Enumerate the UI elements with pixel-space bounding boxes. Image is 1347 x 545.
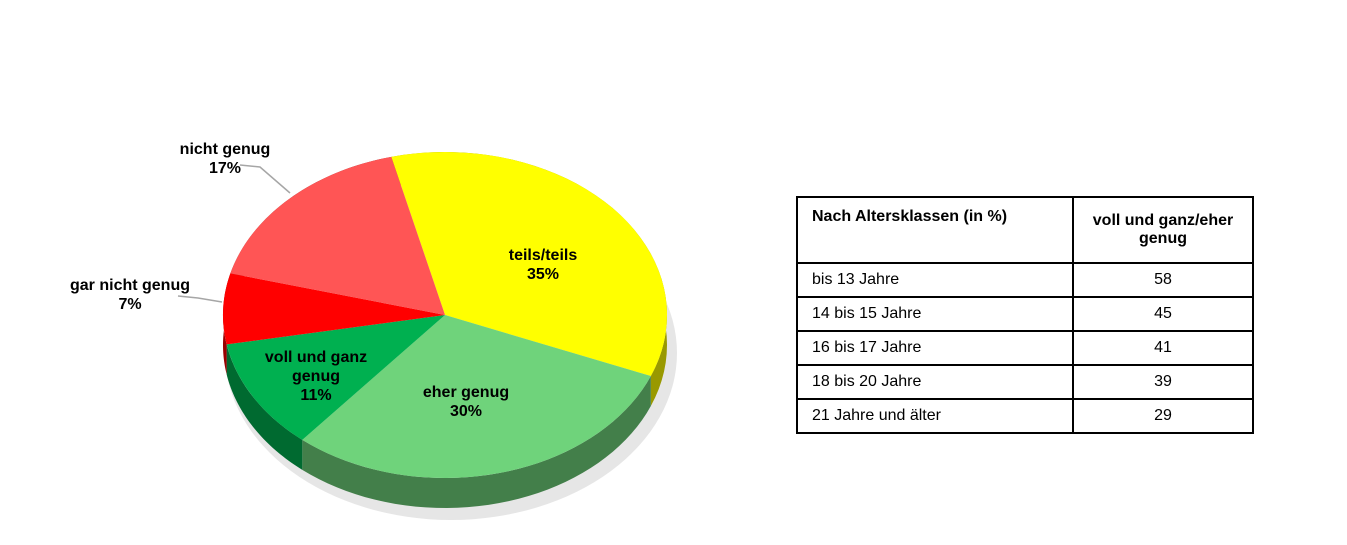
value-label: 17% [208,160,242,177]
category-label: gar nicht genug [70,277,190,294]
slice-label: voll und ganz genug 11% [251,348,381,405]
pie-slice [230,156,445,315]
value-label: 35% [526,266,560,283]
table-cell: 21 Jahre und älter [796,398,1074,434]
table-cell: 29 [1072,398,1254,434]
slice-label: nicht genug 17% [150,140,300,178]
table-row: 16 bis 17 Jahre 41 [796,330,1254,366]
category-label: voll und ganz genug [264,349,368,385]
slice-label: gar nicht genug 7% [55,276,205,314]
table-header: Nach Altersklassen (in %) voll und ganz/… [796,196,1254,264]
value-label: 7% [118,296,142,313]
pie-slice [223,273,445,345]
pie-chart [177,151,677,520]
table-cell: 41 [1072,330,1254,366]
table-row: 21 Jahre und älter 29 [796,398,1254,434]
leader-line [177,295,223,303]
header-cell: Nach Altersklassen (in %) [796,196,1074,264]
value-label: 30% [449,403,483,420]
age-table: Nach Altersklassen (in %) voll und ganz/… [796,196,1254,434]
table-row: 18 bis 20 Jahre 39 [796,364,1254,400]
table-cell: bis 13 Jahre [796,262,1074,298]
pie-side [226,344,303,470]
table-cell: 18 bis 20 Jahre [796,364,1074,400]
table-cell: 14 bis 15 Jahre [796,296,1074,332]
category-label: teils/teils [508,247,578,264]
table-row: bis 13 Jahre 58 [796,262,1254,298]
table-row: 14 bis 15 Jahre 45 [796,296,1254,332]
table-cell: 39 [1072,364,1254,400]
table-cell: 45 [1072,296,1254,332]
pie-slice [391,151,667,377]
leader-line [239,164,291,194]
value-label: 11% [300,387,332,404]
slice-label: teils/teils 35% [468,246,618,284]
table-cell: 58 [1072,262,1254,298]
pie-slice [302,315,651,479]
table-cell: 16 bis 17 Jahre [796,330,1074,366]
slice-label: eher genug 30% [391,383,541,421]
header-cell: voll und ganz/eher genug [1072,196,1254,264]
category-label: eher genug [422,384,510,401]
pie-side [302,376,651,508]
category-label: nicht genug [179,141,271,158]
pie-slice [226,315,445,440]
